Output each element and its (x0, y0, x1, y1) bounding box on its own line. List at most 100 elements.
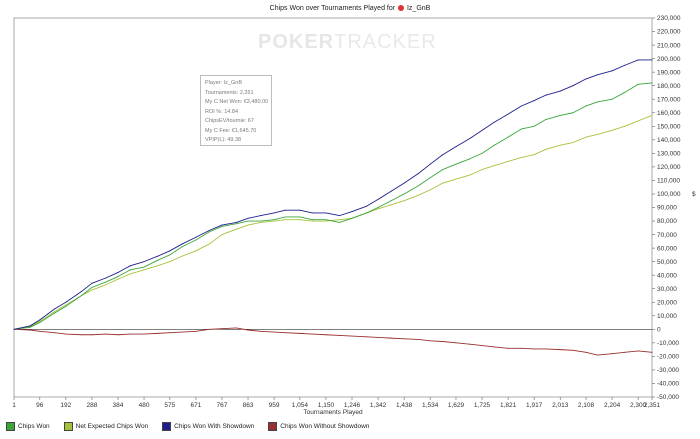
data-point (442, 169, 444, 171)
legend-item-chips-won[interactable]: Chips Won (6, 421, 50, 431)
data-point (181, 243, 183, 245)
data-point (65, 305, 67, 307)
tooltip-line-roi: ROI %: 14.84 (205, 108, 239, 115)
data-point (105, 277, 107, 279)
legend-item-with-showdown[interactable]: Chips Won With Showdown (162, 421, 254, 431)
data-point (247, 329, 249, 331)
data-point (143, 333, 145, 335)
data-point (351, 335, 353, 337)
x-tick-label: 575 (164, 402, 175, 409)
data-point (247, 220, 249, 222)
data-point (455, 342, 457, 344)
data-point (195, 236, 197, 238)
x-tick-label: 1,629 (448, 402, 465, 409)
data-point (507, 347, 509, 349)
data-point (545, 119, 547, 121)
legend-swatch (6, 421, 15, 431)
data-point (235, 221, 237, 223)
y-tick-label: 40,000 (657, 272, 677, 279)
data-point (403, 200, 405, 202)
y-tick-label: -20,000 (657, 354, 679, 361)
data-point (545, 148, 547, 150)
data-point (129, 333, 131, 335)
y-tick-label: 140,000 (657, 137, 681, 144)
y-tick-label: 0 (657, 327, 661, 334)
data-point (181, 246, 183, 248)
y-tick-label: 170,000 (657, 96, 681, 103)
x-tick-label: 96 (36, 402, 44, 409)
data-point (469, 343, 471, 345)
data-point (624, 64, 626, 66)
series-line-0 (13, 82, 653, 330)
data-point (403, 182, 405, 184)
data-point (208, 231, 210, 233)
data-point (377, 336, 379, 338)
chart-title-player: Iz_GnB (406, 5, 431, 12)
data-point (65, 301, 67, 303)
data-point (129, 265, 131, 267)
chart-title: Chips Won over Tournaments Played for Iz… (0, 5, 700, 12)
data-point (442, 341, 444, 343)
data-point (284, 216, 286, 218)
x-tick-label: 1,821 (500, 402, 517, 409)
data-point (169, 250, 171, 252)
data-point (339, 334, 341, 336)
data-point (377, 208, 379, 210)
data-point (299, 219, 301, 221)
data-point (429, 340, 431, 342)
data-point (65, 304, 67, 306)
data-point (235, 223, 237, 225)
legend-item-net-expected[interactable]: Net Expected Chips Won (63, 421, 149, 431)
data-point (81, 334, 83, 336)
data-point (157, 255, 159, 257)
tooltip-line-player: Player: Iz_GnB (205, 80, 242, 86)
pokertracker-watermark: POKERTRACKER (258, 31, 437, 54)
data-point (624, 125, 626, 127)
data-point (260, 330, 262, 332)
data-point (559, 144, 561, 146)
data-point (157, 259, 159, 261)
data-point (366, 212, 368, 214)
data-point (366, 205, 368, 207)
legend-label: Chips Won Without Showdown (280, 422, 370, 430)
data-point (390, 190, 392, 192)
data-point (585, 136, 587, 138)
data-point (143, 269, 145, 271)
data-point (105, 281, 107, 283)
data-point (339, 215, 341, 217)
data-point (429, 189, 431, 191)
y-tick-label: 130,000 (657, 151, 681, 158)
data-point (221, 224, 223, 226)
legend-label: Net Expected Chips Won (75, 422, 149, 430)
data-point (559, 349, 561, 351)
y-tick-label: 20,000 (657, 299, 677, 306)
x-tick-label: 2,300 (630, 402, 647, 409)
data-point (181, 255, 183, 257)
data-point (299, 209, 301, 211)
data-point (247, 217, 249, 219)
data-point (235, 228, 237, 230)
y-tick-label: 120,000 (657, 164, 681, 171)
series-line-3 (13, 327, 653, 356)
data-point (572, 349, 574, 351)
y-tick-label: 50,000 (657, 259, 677, 266)
y-tick-label: 180,000 (657, 83, 681, 90)
legend-item-without-showdown[interactable]: Chips Won Without Showdown (268, 421, 370, 431)
data-point (417, 173, 419, 175)
y-tick-label: -50,000 (657, 394, 679, 401)
data-point (442, 154, 444, 156)
data-point (13, 328, 15, 330)
data-point (469, 158, 471, 160)
x-tick-label: 192 (60, 402, 71, 409)
data-point (545, 348, 547, 350)
x-tick-label: 1,917 (526, 402, 543, 409)
y-tick-label: 110,000 (657, 178, 680, 185)
data-point (284, 209, 286, 211)
y-tick-label: 160,000 (657, 110, 681, 117)
series-line-2 (13, 59, 652, 330)
y-tick-label: 90,000 (657, 205, 677, 212)
data-point (117, 278, 119, 280)
data-point (611, 353, 613, 355)
data-point (273, 219, 275, 221)
